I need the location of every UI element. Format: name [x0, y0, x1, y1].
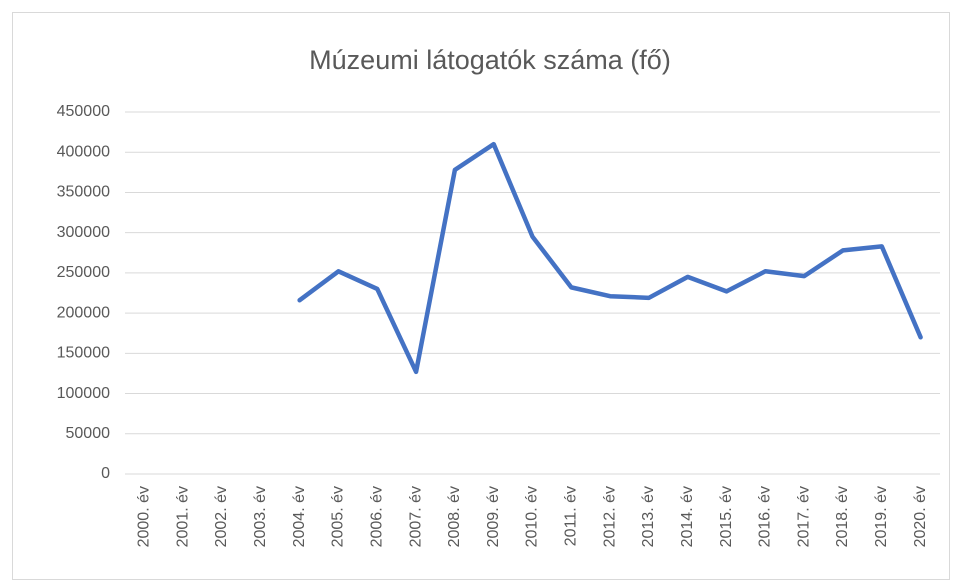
x-tick-label: 2015. év	[718, 486, 735, 547]
x-tick-label: 2001. év	[174, 486, 191, 547]
x-tick-label: 2013. év	[640, 486, 657, 547]
chart-title: Múzeumi látogatók száma (fő)	[309, 45, 671, 75]
x-tick-label: 2003. év	[252, 486, 269, 547]
chart-border	[12, 12, 950, 580]
y-tick-label: 200000	[57, 304, 110, 321]
x-tick-label: 2002. év	[213, 486, 230, 547]
y-tick-label: 400000	[57, 143, 110, 160]
x-tick-label: 2019. év	[873, 486, 890, 547]
x-tick-label: 2007. év	[407, 486, 424, 547]
x-tick-label: 2000. év	[136, 486, 153, 547]
line-series	[297, 141, 923, 375]
y-tick-label: 0	[101, 465, 110, 482]
y-tick-label: 50000	[66, 425, 111, 442]
x-tick-label: 2011. év	[563, 486, 580, 546]
y-tick-label: 150000	[57, 345, 110, 362]
x-tick-label: 2006. év	[368, 486, 385, 547]
x-tick-label: 2005. év	[330, 486, 347, 547]
x-tick-label: 2018. év	[834, 486, 851, 547]
y-tick-label: 300000	[57, 224, 110, 241]
y-tick-label: 450000	[57, 103, 110, 120]
y-tick-label: 250000	[57, 264, 110, 281]
x-tick-label: 2016. év	[757, 486, 774, 547]
x-tick-label: 2010. év	[524, 486, 541, 547]
y-tick-label: 100000	[57, 385, 110, 402]
x-tick-label: 2012. év	[601, 486, 618, 547]
x-tick-label: 2004. év	[291, 486, 308, 547]
x-tick-label: 2009. év	[485, 486, 502, 547]
x-tick-label: 2014. év	[679, 486, 696, 547]
x-tick-label: 2017. év	[795, 486, 812, 547]
x-tick-label: 2020. év	[912, 486, 929, 547]
y-tick-label: 350000	[57, 184, 110, 201]
x-tick-label: 2008. év	[446, 486, 463, 547]
